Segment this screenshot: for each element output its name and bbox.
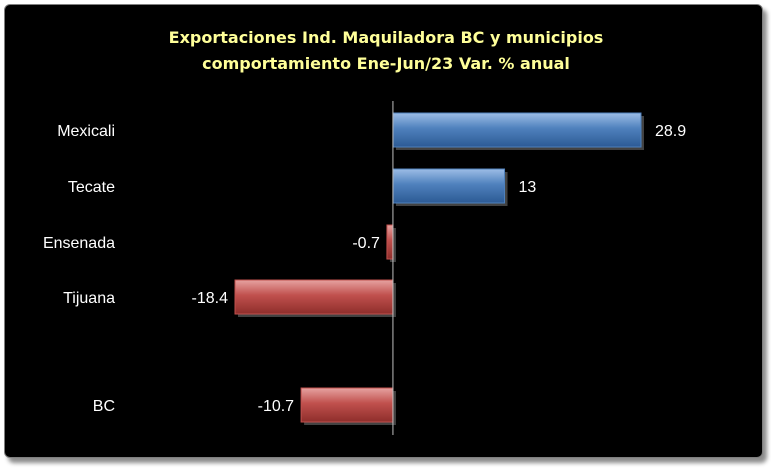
category-label-bc: BC [93, 398, 115, 415]
bar-tecate [392, 168, 506, 204]
category-label-ensenada: Ensenada [43, 235, 115, 252]
category-label-mexicali: Mexicali [57, 123, 115, 140]
value-label-tijuana: -18.4 [192, 290, 229, 307]
value-label-mexicali: 28.9 [655, 123, 686, 140]
chart-subtitle: comportamiento Ene-Jun/23 Var. % anual [202, 54, 570, 73]
chart-title: Exportaciones Ind. Maquiladora BC y muni… [169, 28, 604, 47]
bar-mexicali [392, 112, 642, 148]
bars-layer: Mexicali 28.9 Tecate 13 Ensenada -0.7 Tijuana -… [43, 112, 686, 425]
bar-chart: Exportaciones Ind. Maquiladora BC y muni… [43, 28, 686, 435]
value-label-bc: -10.7 [258, 398, 295, 415]
bar-bc [300, 387, 394, 423]
bar-tijuana [234, 279, 394, 315]
chart-frame: Exportaciones Ind. Maquiladora BC y muni… [4, 4, 763, 458]
bar-ensenada [386, 224, 394, 260]
category-label-tecate: Tecate [68, 179, 115, 196]
value-label-tecate: 13 [519, 179, 537, 196]
category-label-tijuana: Tijuana [63, 290, 115, 307]
value-label-ensenada: -0.7 [352, 235, 380, 252]
